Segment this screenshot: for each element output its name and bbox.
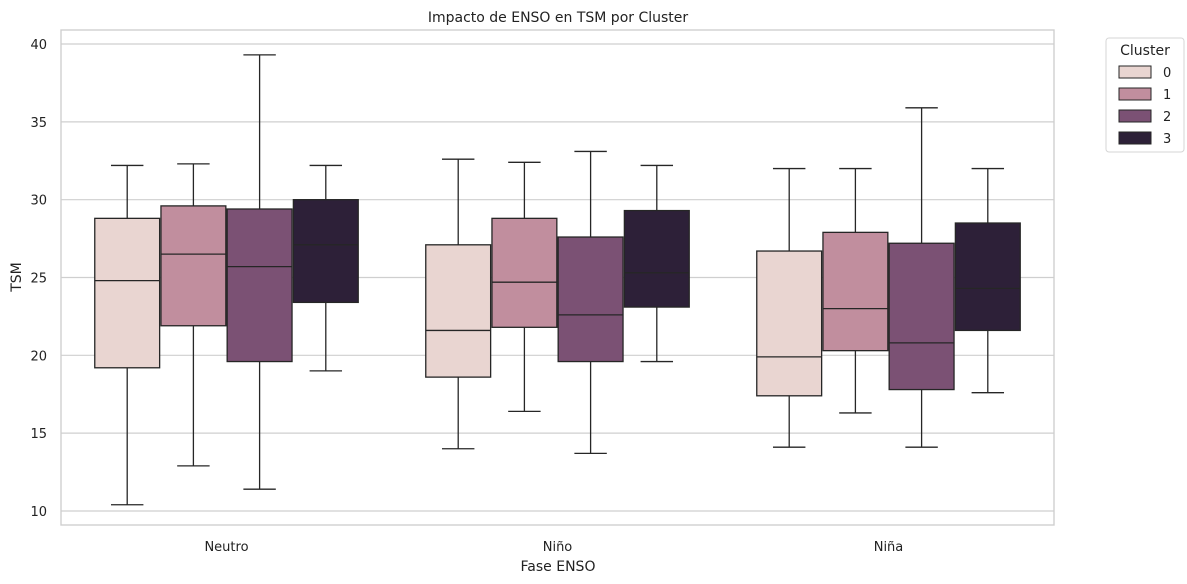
box-cluster-1-neutro: [160, 163, 227, 467]
box: [292, 199, 359, 304]
box: [160, 205, 227, 327]
box-cluster-0-niña: [756, 167, 823, 448]
box-cluster-2-niño: [557, 150, 624, 455]
box: [94, 217, 161, 369]
box-cluster-3-niño: [623, 164, 690, 363]
box-cluster-3-niña: [954, 167, 1021, 394]
y-tick-label: 35: [30, 116, 47, 131]
legend: Cluster 0 1 2 3: [1105, 37, 1185, 153]
legend-label-3: 3: [1163, 132, 1171, 147]
x-axis-label: Fase ENSO: [521, 559, 596, 575]
plot-frame: [60, 29, 1055, 526]
legend-label-1: 1: [1163, 88, 1171, 103]
box-cluster-3-neutro: [292, 164, 359, 372]
legend-label-0: 0: [1163, 66, 1171, 81]
x-tick-label: Neutro: [204, 540, 248, 555]
chart-title: Impacto de ENSO en TSM por Cluster: [428, 10, 689, 26]
box: [491, 217, 558, 328]
box-cluster-0-niño: [425, 158, 492, 450]
y-tick-label: 10: [30, 505, 47, 520]
y-tick-label: 25: [30, 272, 47, 287]
y-tick-label: 20: [30, 349, 47, 364]
y-tick-label: 40: [30, 38, 47, 53]
box-cluster-2-niña: [888, 107, 955, 448]
box: [888, 242, 955, 391]
box-cluster-2-neutro: [226, 54, 293, 490]
box: [557, 236, 624, 363]
box-cluster-0-neutro: [94, 164, 161, 506]
box: [954, 222, 1021, 332]
legend-swatch-3: [1118, 131, 1152, 145]
y-tick-label: 30: [30, 194, 47, 209]
box: [425, 244, 492, 378]
legend-swatch-0: [1118, 65, 1152, 79]
box-cluster-1-niño: [491, 161, 558, 413]
box: [623, 209, 690, 308]
legend-title: Cluster: [1120, 43, 1170, 59]
y-axis-label: TSM: [9, 262, 25, 293]
box: [756, 250, 823, 397]
x-tick-label: Niña: [874, 540, 904, 555]
box: [822, 231, 889, 352]
plot-area: 10 15 20 25 30 35 40 Neutro Niño Niña: [30, 29, 1055, 555]
box-cluster-1-niña: [822, 167, 889, 414]
box: [226, 208, 293, 363]
x-tick-label: Niño: [543, 540, 573, 555]
legend-label-2: 2: [1163, 110, 1171, 125]
y-tick-label: 15: [30, 427, 47, 442]
legend-swatch-1: [1118, 87, 1152, 101]
legend-swatch-2: [1118, 109, 1152, 123]
